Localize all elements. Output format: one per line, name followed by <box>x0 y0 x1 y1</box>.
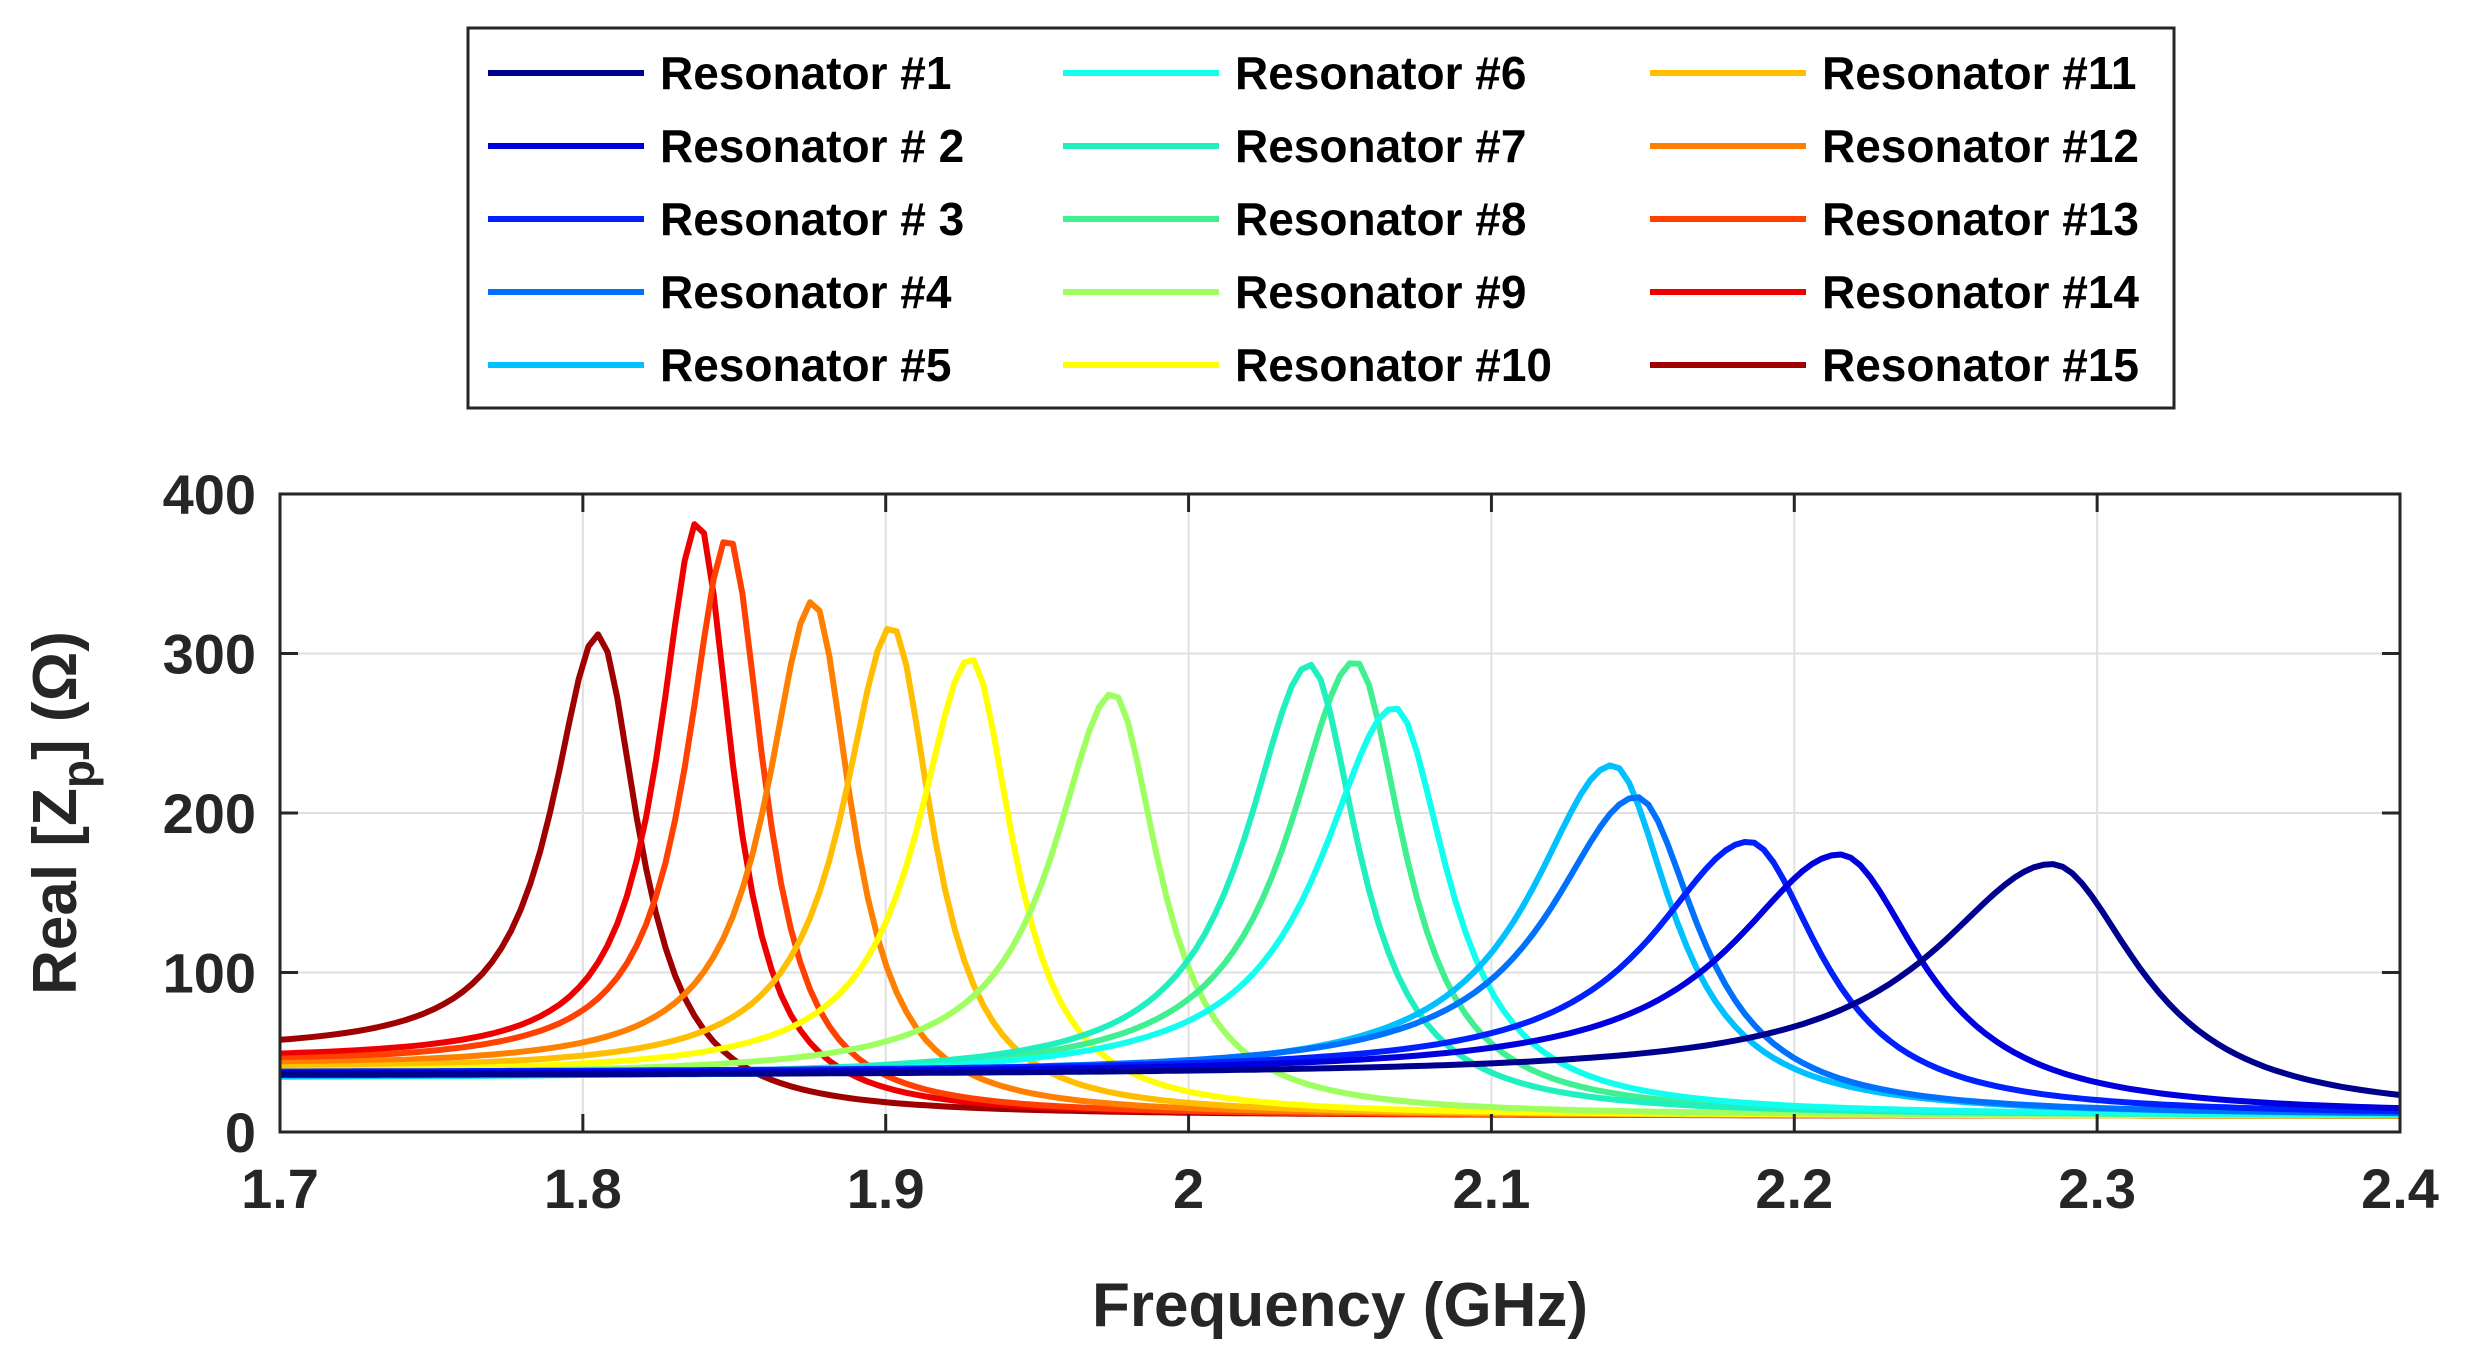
x-tick-label: 2.4 <box>2361 1157 2439 1220</box>
legend-label: Resonator #15 <box>1822 339 2139 391</box>
y-tick-label: 0 <box>225 1101 256 1164</box>
series-lines <box>279 521 2401 1119</box>
legend-label: Resonator #7 <box>1235 120 1526 172</box>
legend: Resonator #1 Resonator # 2 Resonator # 3 Re… <box>466 26 2176 410</box>
plot-area: 1.7 1.8 1.9 2 2.1 2.2 2.3 2.4 0 100 200 300 400 <box>163 463 2439 1220</box>
x-tick-label: 2 <box>1173 1157 1204 1220</box>
legend-label: Resonator #12 <box>1822 120 2139 172</box>
y-tick-label: 300 <box>163 623 256 686</box>
legend-box <box>466 26 2176 410</box>
legend-label: Resonator #13 <box>1822 193 2139 245</box>
legend-label: Resonator #1 <box>660 47 951 99</box>
y-axis-label-main: Real [Z <box>21 788 90 995</box>
legend-label: Resonator #14 <box>1822 266 2139 318</box>
legend-label: Resonator #9 <box>1235 266 1526 318</box>
x-tick-label: 1.7 <box>241 1157 319 1220</box>
legend-label: Resonator #6 <box>1235 47 1526 99</box>
x-axis-label: Frequency (GHz) <box>1092 1271 1588 1340</box>
x-tick-label: 2.1 <box>1452 1157 1530 1220</box>
x-tick-label: 1.8 <box>544 1157 622 1220</box>
y-axis-label-sub: p <box>52 760 104 788</box>
legend-label: Resonator #11 <box>1822 47 2136 99</box>
series-line <box>280 861 2401 1098</box>
y-axis-label: Real [Zp] (Ω) <box>21 631 104 995</box>
y-tick-label: 200 <box>163 782 256 845</box>
x-tick-label: 1.9 <box>847 1157 925 1220</box>
y-axis-label-tail: ] (Ω) <box>21 631 90 760</box>
legend-label: Resonator #8 <box>1235 193 1526 245</box>
x-tick-label: 2.2 <box>1755 1157 1833 1220</box>
y-tick-label: 400 <box>163 463 256 526</box>
legend-label: Resonator #10 <box>1235 339 1552 391</box>
legend-label: Resonator #5 <box>660 339 951 391</box>
y-tick-label: 100 <box>163 942 256 1005</box>
legend-label: Resonator #4 <box>660 266 952 318</box>
x-tick-label: 2.3 <box>2058 1157 2136 1220</box>
legend-label: Resonator # 2 <box>660 120 964 172</box>
legend-label: Resonator # 3 <box>660 193 964 245</box>
